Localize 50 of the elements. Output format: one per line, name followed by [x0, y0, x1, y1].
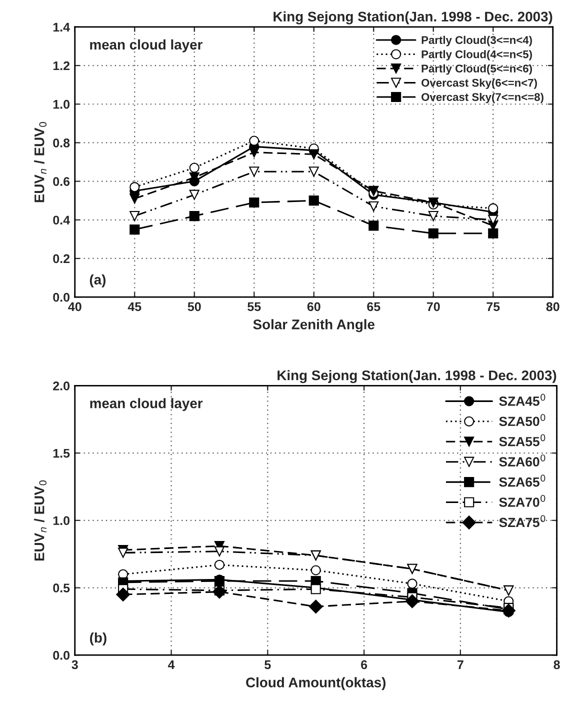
- legend-label: SZA60$^{0}$: [499, 454, 546, 466]
- x-tick-label: 60: [307, 302, 320, 312]
- y-tick-label: 1.2: [53, 61, 70, 70]
- legend-label: Overcast Sky(7<=n<=8): [422, 92, 544, 104]
- legend-label: Overcast Sky(6<=n<7): [422, 78, 537, 89]
- legend-label: SZA55$^{0}$: [499, 434, 546, 446]
- chart-title: King Sejong Station(Jan. 1998 - Dec. 2003): [278, 370, 556, 384]
- legend-label: SZA65$^{0}$: [499, 474, 546, 487]
- y-axis-title: EUV$_{n}$ / EUV$_{0}$: [34, 122, 47, 202]
- x-tick-label: 3: [72, 660, 78, 670]
- legend-label: Partly Cloud(3<=n<4): [422, 36, 532, 46]
- y-tick-label: 1.5: [53, 448, 70, 458]
- x-tick-label: 65: [367, 302, 380, 312]
- x-tick-label: 75: [486, 302, 500, 312]
- legend-label: SZA50$^{0}$: [499, 414, 546, 426]
- x-tick-label: 5: [264, 660, 271, 670]
- x-tick-label: 40: [68, 302, 82, 312]
- x-tick-label: 50: [188, 302, 201, 312]
- y-tick-label: 0.4: [53, 216, 70, 225]
- y-tick-label: 0.5: [53, 584, 70, 592]
- legend-label: SZA45$^{0}$: [499, 394, 546, 406]
- legend-label: SZA70$^{0}$: [499, 494, 546, 507]
- y-tick-label: 0.2: [53, 254, 70, 264]
- x-axis-title: Solar Zenith Angle: [253, 319, 374, 332]
- legend-label: SZA75$^{0}$: [499, 515, 546, 528]
- annotation: (b): [90, 632, 106, 646]
- chart-title: King Sejong Station(Jan. 1998 - Dec. 2003): [274, 11, 552, 24]
- x-tick-label: 6: [361, 660, 368, 670]
- legend-label: Partly Cloud(5<=n<6): [422, 64, 532, 75]
- y-tick-label: 1.0: [53, 100, 70, 109]
- x-tick-label: 45: [128, 302, 142, 312]
- x-tick-label: 80: [546, 302, 560, 312]
- x-tick-label: 7: [457, 660, 464, 670]
- y-tick-label: 0.0: [53, 292, 70, 302]
- y-axis-title: EUV$_{n}$ / EUV$_{0}$: [34, 480, 47, 561]
- annotation: (a): [90, 274, 106, 288]
- annotation: mean cloud layer: [90, 39, 202, 52]
- x-tick-label: 70: [426, 302, 440, 312]
- y-tick-label: 1.0: [53, 516, 70, 526]
- y-tick-label: 0.6: [53, 177, 70, 186]
- y-tick-label: 1.4: [53, 22, 70, 32]
- x-tick-label: 4: [168, 660, 175, 670]
- legend-label: Partly Cloud(4<=n<5): [422, 50, 532, 60]
- y-tick-label: 0.0: [53, 650, 70, 660]
- x-tick-label: 55: [248, 302, 261, 312]
- y-tick-label: 0.8: [53, 138, 70, 148]
- x-tick-label: 8: [554, 660, 560, 670]
- x-axis-title: Cloud Amount(oktas): [246, 677, 386, 690]
- y-tick-label: 2.0: [53, 381, 70, 390]
- annotation: mean cloud layer: [90, 398, 203, 412]
